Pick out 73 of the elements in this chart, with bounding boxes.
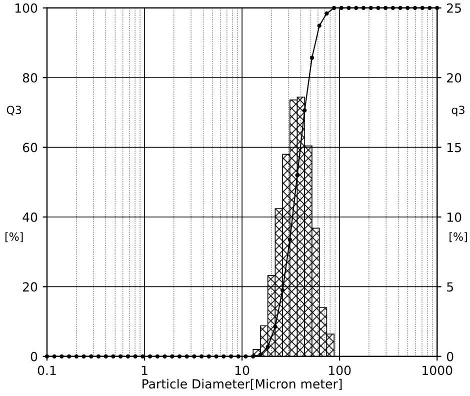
- point: [96, 354, 101, 358]
- point: [148, 354, 152, 358]
- y-axis-title: Q3: [6, 106, 22, 116]
- point: [280, 288, 285, 292]
- x-tick-label: 100: [329, 366, 351, 376]
- y2-tick-label: 25: [447, 3, 461, 13]
- point: [126, 354, 130, 358]
- point: [206, 354, 212, 358]
- point: [74, 354, 79, 358]
- y-tick-label: 80: [22, 73, 38, 83]
- point: [368, 6, 373, 10]
- point: [412, 6, 418, 10]
- text: [%]: [5, 232, 23, 242]
- y2-tick-label: 5: [447, 282, 453, 292]
- y2-tick-label: 15: [448, 142, 461, 152]
- point: [82, 354, 86, 358]
- point: [398, 6, 402, 10]
- point: [60, 354, 64, 358]
- point: [420, 6, 424, 10]
- y-tick-label: 40: [22, 212, 38, 222]
- y-tick-label: 20: [22, 282, 38, 292]
- point: [170, 354, 174, 358]
- point: [390, 6, 396, 10]
- y2-tick-label: 10: [448, 212, 462, 222]
- point: [66, 354, 72, 358]
- point: [199, 354, 204, 358]
- point: [339, 6, 344, 10]
- point: [192, 354, 196, 358]
- x-tick-label: 0.1: [38, 366, 56, 376]
- point: [89, 354, 94, 358]
- point: [273, 324, 278, 329]
- point: [251, 354, 256, 358]
- y2-axis-title: q3: [452, 106, 464, 116]
- text: [%]: [450, 232, 467, 242]
- point: [111, 354, 116, 358]
- point: [155, 354, 160, 358]
- point: [118, 354, 123, 358]
- point: [310, 56, 314, 60]
- y-tick-label: 100: [15, 3, 38, 13]
- y2-tick-label: 0: [446, 352, 454, 362]
- point: [236, 354, 240, 358]
- point: [302, 108, 307, 112]
- point: [184, 354, 189, 358]
- point: [266, 344, 270, 350]
- point: [228, 354, 234, 358]
- point: [428, 6, 432, 10]
- point: [162, 354, 167, 358]
- y-tick-label: 60: [22, 142, 38, 152]
- point: [346, 6, 351, 10]
- point: [376, 6, 380, 10]
- point: [361, 6, 366, 10]
- x-tick-label: 1: [142, 366, 148, 375]
- point: [317, 24, 322, 28]
- point: [214, 354, 218, 358]
- point: [383, 6, 388, 10]
- x-tick-label: 10: [235, 366, 250, 376]
- point: [177, 354, 182, 358]
- point: [354, 6, 358, 10]
- point: [332, 6, 336, 10]
- y-tick-label: 0: [30, 352, 38, 362]
- point: [52, 354, 56, 358]
- point: [288, 238, 292, 242]
- y2-tick-label: 20: [447, 73, 462, 83]
- x-axis-title: Particle Diameter[Micron meter]: [142, 378, 342, 390]
- point: [406, 6, 410, 10]
- point: [244, 354, 248, 358]
- point: [324, 11, 329, 16]
- point: [222, 354, 226, 358]
- point: [140, 354, 145, 358]
- point: [104, 354, 108, 358]
- point: [295, 173, 300, 178]
- point: [133, 354, 138, 358]
- x-tick-label: 1000: [422, 366, 452, 376]
